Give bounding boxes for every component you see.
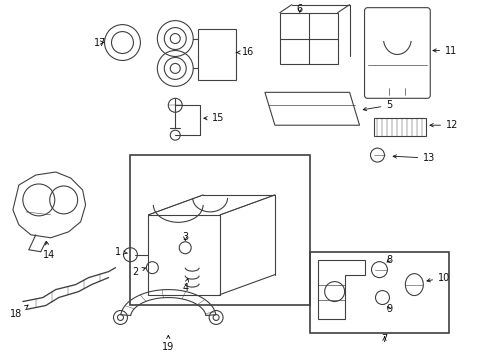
- Text: 10: 10: [426, 273, 449, 283]
- Text: 9: 9: [386, 305, 392, 315]
- Text: 11: 11: [432, 45, 456, 55]
- Text: 8: 8: [386, 255, 392, 265]
- Text: 16: 16: [236, 48, 254, 58]
- Text: 2: 2: [132, 267, 145, 276]
- Text: 1: 1: [115, 247, 127, 257]
- Bar: [374, 118, 426, 136]
- Text: 5: 5: [363, 100, 392, 111]
- Text: 13: 13: [392, 153, 434, 163]
- Text: 4: 4: [182, 279, 188, 293]
- Text: 17: 17: [94, 37, 106, 48]
- Text: 19: 19: [162, 335, 174, 352]
- Text: 7: 7: [381, 334, 387, 345]
- Text: 14: 14: [42, 242, 55, 260]
- Bar: [130, 155, 309, 305]
- Text: 18: 18: [10, 305, 28, 319]
- Bar: [309, 252, 448, 333]
- Bar: [279, 13, 337, 64]
- Text: 6: 6: [296, 4, 302, 14]
- Text: 12: 12: [429, 120, 457, 130]
- Text: 15: 15: [203, 113, 224, 123]
- Bar: [198, 28, 236, 80]
- Text: 3: 3: [182, 232, 188, 242]
